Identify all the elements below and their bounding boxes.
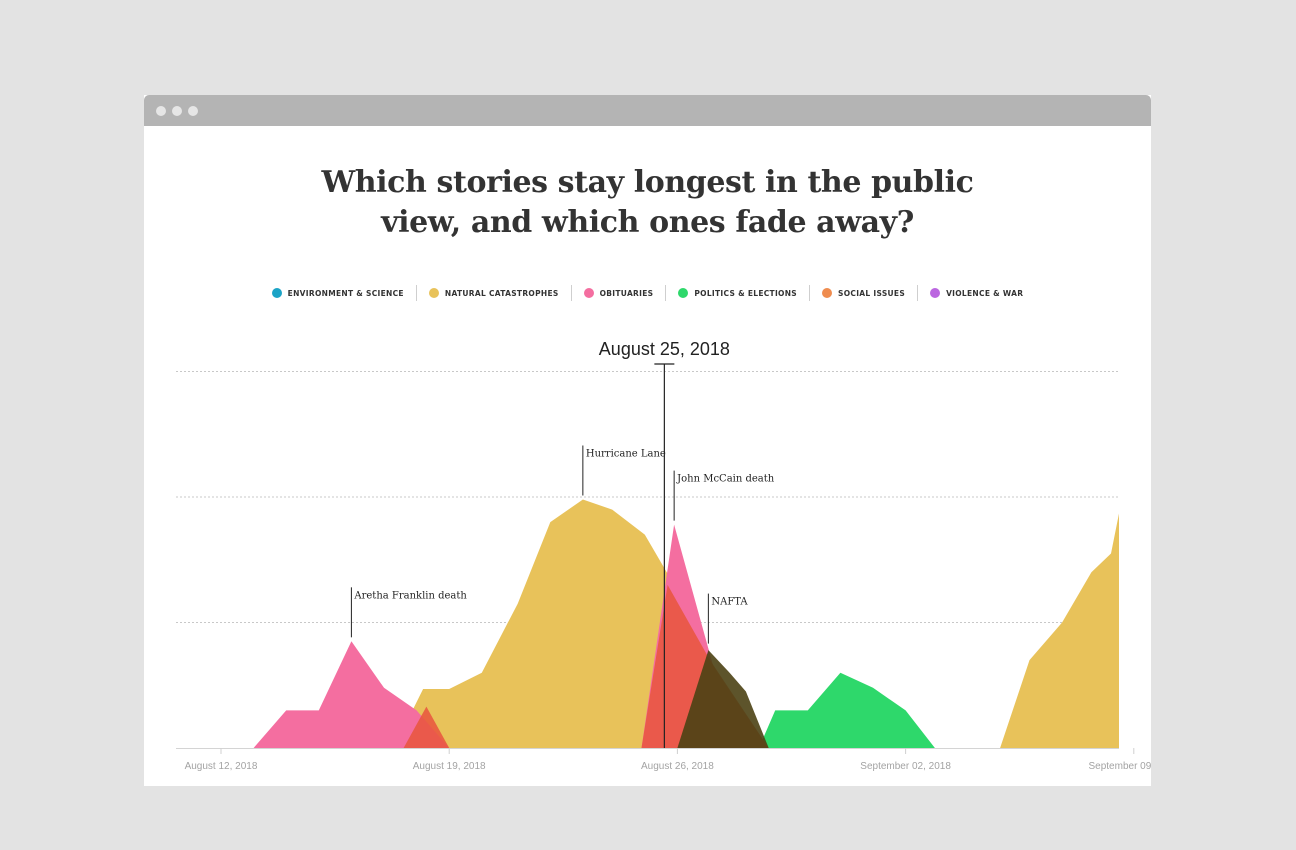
x-tick-label: August 12, 2018 bbox=[185, 761, 258, 772]
maximize-dot[interactable] bbox=[188, 106, 198, 116]
legend-swatch bbox=[428, 288, 439, 298]
window-titlebar bbox=[144, 95, 1151, 126]
legend-item[interactable]: ENVIRONMENT & SCIENCE bbox=[260, 285, 416, 301]
series-area[interactable] bbox=[1000, 453, 1140, 748]
chart-legend: ENVIRONMENT & SCIENCE NATURAL CATASTROPHE… bbox=[144, 285, 1151, 301]
annotation-label: Hurricane Lane bbox=[586, 449, 666, 460]
series-layer bbox=[253, 453, 1140, 749]
legend-item[interactable]: OBITUARIES bbox=[570, 285, 666, 301]
cursor-date-label: August 25, 2018 bbox=[599, 339, 730, 359]
x-tick-label: September 02, 2018 bbox=[860, 761, 951, 772]
annotation-label: NAFTA bbox=[711, 597, 748, 608]
minimize-dot[interactable] bbox=[172, 106, 182, 116]
annotation-label: John McCain death bbox=[676, 474, 775, 485]
series-area[interactable] bbox=[253, 641, 450, 748]
legend-swatch bbox=[583, 288, 594, 298]
page-title-line-1: Which stories stay longest in the public bbox=[321, 165, 974, 200]
legend-label: POLITICS & ELECTIONS bbox=[694, 288, 798, 298]
series-area[interactable] bbox=[403, 706, 450, 748]
legend-swatch bbox=[930, 288, 941, 298]
legend-label: SOCIAL ISSUES bbox=[838, 288, 906, 298]
legend-label: ENVIRONMENT & SCIENCE bbox=[287, 288, 404, 298]
x-tick-label: August 19, 2018 bbox=[413, 761, 486, 772]
series-area[interactable] bbox=[677, 650, 769, 748]
legend-swatch bbox=[822, 288, 833, 298]
legend-swatch bbox=[271, 288, 282, 298]
legend-label: NATURAL CATASTROPHES bbox=[444, 288, 559, 298]
series-area[interactable] bbox=[393, 499, 730, 749]
legend-swatch bbox=[678, 288, 689, 298]
page-title: Which stories stay longest in the public… bbox=[144, 163, 1151, 243]
legend-label: OBITUARIES bbox=[599, 288, 654, 298]
legend-item[interactable]: NATURAL CATASTROPHES bbox=[415, 285, 571, 301]
legend-item[interactable]: SOCIAL ISSUES bbox=[809, 285, 917, 301]
area-chart: August 12, 2018 August 19, 2018 August 26,… bbox=[176, 339, 1151, 772]
legend-label: VIOLENCE & WAR bbox=[946, 288, 1024, 298]
page-title-line-2: view, and which ones fade away? bbox=[381, 205, 914, 240]
x-tick-label: August 26, 2018 bbox=[641, 761, 714, 772]
browser-window: Which stories stay longest in the public… bbox=[144, 95, 1151, 786]
series-area[interactable] bbox=[758, 672, 935, 748]
x-tick-label: September 09, 2018 bbox=[1088, 761, 1151, 772]
legend-item[interactable]: VIOLENCE & WAR bbox=[917, 285, 1035, 301]
legend-item[interactable]: POLITICS & ELECTIONS bbox=[665, 285, 809, 301]
close-dot[interactable] bbox=[156, 106, 166, 116]
annotation-label: Aretha Franklin death bbox=[353, 590, 467, 601]
